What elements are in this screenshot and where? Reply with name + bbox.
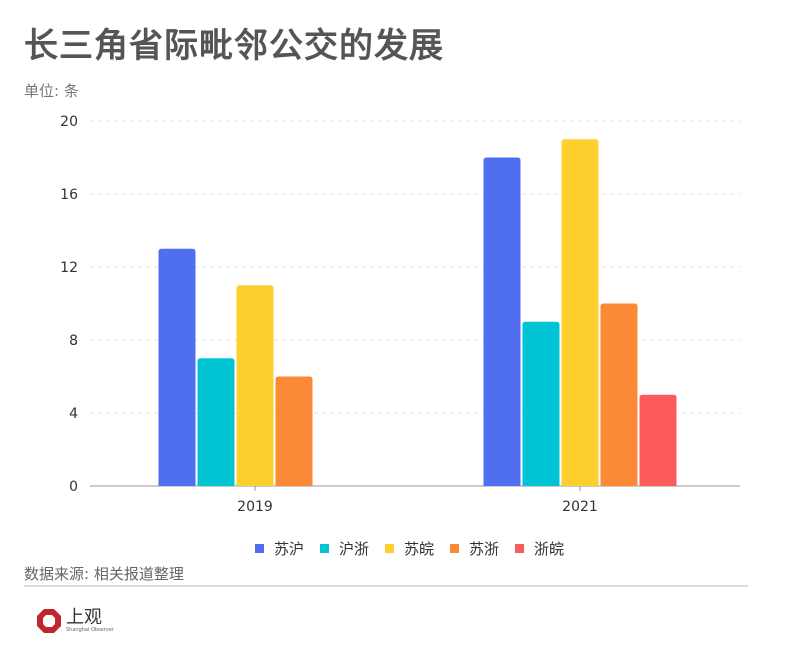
y-tick-label: 8 [69, 333, 78, 349]
legend-swatch [319, 544, 329, 553]
legend-item: 苏沪 [254, 538, 304, 559]
bar-苏浙-2019 [275, 376, 313, 486]
legend-label: 苏沪 [273, 540, 304, 558]
legend-swatch [450, 544, 459, 553]
legend: 苏沪 沪浙 苏皖 苏浙 浙皖 [0, 538, 799, 559]
bar-苏皖-2021 [561, 139, 599, 486]
y-tick-label: 0 [69, 479, 78, 495]
divider [24, 585, 748, 587]
logo-icon [37, 609, 61, 633]
bar-苏沪-2019 [158, 248, 196, 486]
legend-swatch [254, 544, 264, 553]
unit-label: 单位: 条 [24, 82, 79, 100]
bar-沪浙-2021 [522, 321, 560, 486]
y-tick-label: 4 [69, 406, 78, 422]
legend-swatch [515, 544, 525, 553]
chart-title: 长三角省际毗邻公交的发展 [24, 26, 444, 66]
bar-苏浙-2021 [600, 303, 638, 486]
x-tick-label: 2021 [562, 499, 598, 515]
bar-浙皖-2021 [639, 394, 677, 486]
legend-item: 沪浙 [319, 538, 369, 559]
legend-label: 苏浙 [469, 540, 500, 558]
bar-沪浙-2019 [197, 358, 235, 486]
source-note: 数据来源: 相关报道整理 [24, 565, 184, 583]
logo-subtext: Shanghai Observer [66, 627, 114, 633]
bar-chart: 0 4 8 12 16 20 2019 2021 [60, 114, 740, 515]
legend-item: 苏浙 [450, 538, 499, 559]
legend-item: 浙皖 [515, 538, 564, 559]
legend-label: 浙皖 [534, 540, 565, 558]
legend-label: 苏皖 [403, 540, 434, 558]
legend-swatch [384, 544, 394, 553]
logo: 上观 Shanghai Observer [36, 608, 114, 634]
legend-label: 沪浙 [338, 540, 369, 558]
bar-苏皖-2019 [236, 285, 274, 486]
x-tick-label: 2019 [237, 499, 273, 515]
logo-text: 上观 [66, 607, 102, 628]
y-tick-label: 12 [60, 260, 78, 276]
bar-苏沪-2021 [483, 157, 521, 486]
y-tick-label: 20 [60, 114, 78, 130]
y-tick-label: 16 [60, 187, 78, 203]
legend-item: 苏皖 [384, 538, 434, 559]
